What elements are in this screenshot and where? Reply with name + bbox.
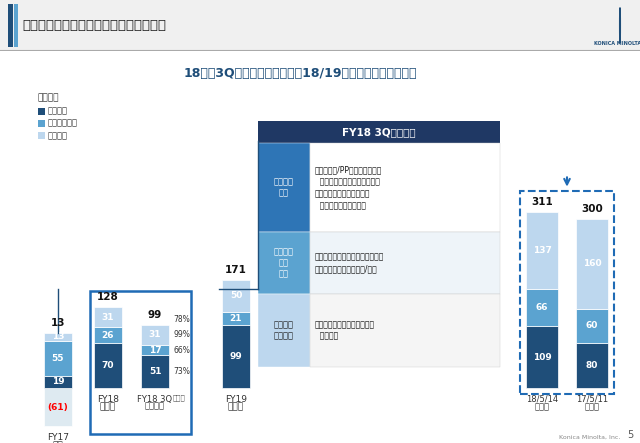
Text: 【億円】: 【億円】: [38, 93, 60, 103]
Bar: [141, 325, 169, 345]
Text: 99: 99: [230, 352, 243, 361]
Bar: [258, 121, 500, 144]
Bar: [44, 341, 72, 376]
Bar: [310, 144, 500, 232]
Text: 160: 160: [582, 259, 602, 268]
Bar: [38, 120, 45, 127]
Text: サービス
原価
低減: サービス 原価 低減: [274, 248, 294, 279]
Text: 進捗率: 進捗率: [173, 395, 186, 401]
Text: FY18 3Q: FY18 3Q: [138, 395, 173, 404]
Bar: [520, 190, 614, 394]
Text: 128: 128: [97, 292, 119, 302]
Bar: [222, 280, 250, 312]
Text: 311: 311: [531, 197, 553, 207]
Text: ・上期遅れ発生もキャッチアップ
・シフトレフト施策拡大/加速: ・上期遅れ発生もキャッチアップ ・シフトレフト施策拡大/加速: [315, 253, 385, 273]
Text: FY18: FY18: [97, 395, 119, 404]
Text: 管理間接
費用低減: 管理間接 費用低減: [274, 320, 294, 341]
Text: 公表値: 公表値: [584, 403, 600, 412]
Bar: [222, 312, 250, 325]
Text: 73%: 73%: [173, 367, 190, 376]
Text: KONICA MINOLTA: KONICA MINOLTA: [595, 41, 640, 46]
Bar: [44, 388, 72, 426]
Text: 31: 31: [102, 313, 115, 322]
Bar: [38, 132, 45, 140]
Text: FY19: FY19: [225, 395, 247, 404]
Text: 19: 19: [52, 377, 64, 386]
Bar: [141, 345, 169, 355]
Text: 製造原価
低減: 製造原価 低減: [274, 178, 294, 198]
Text: 60: 60: [586, 321, 598, 330]
Bar: [44, 333, 72, 341]
Text: (61): (61): [47, 403, 68, 412]
Text: 300: 300: [581, 204, 603, 214]
Text: 78%: 78%: [173, 315, 189, 324]
Text: 5: 5: [627, 430, 633, 440]
Bar: [94, 307, 122, 327]
Bar: [310, 294, 500, 367]
Text: 99%: 99%: [173, 330, 190, 339]
Bar: [44, 376, 72, 388]
Text: 製造原価: 製造原価: [48, 107, 68, 116]
Text: 13: 13: [52, 332, 64, 341]
Text: 109: 109: [532, 353, 552, 361]
Bar: [576, 219, 608, 309]
Text: 26: 26: [102, 330, 115, 340]
Bar: [258, 144, 310, 232]
Text: 137: 137: [532, 246, 552, 255]
Bar: [310, 232, 500, 294]
Text: 80: 80: [586, 361, 598, 370]
Text: 18年度3Qまでの進捗を踏まえ18/19年度見通しに変更無し: 18年度3Qまでの進捗を踏まえ18/19年度見通しに変更無し: [183, 66, 417, 80]
Text: 管理間接: 管理間接: [48, 131, 68, 140]
Bar: [526, 289, 558, 326]
Text: Konica Minolta, Inc.: Konica Minolta, Inc.: [559, 435, 621, 440]
Bar: [141, 355, 169, 388]
Text: 51: 51: [148, 367, 161, 376]
Text: サービス原価: サービス原価: [48, 119, 78, 128]
Bar: [222, 325, 250, 388]
Bar: [576, 343, 608, 388]
Text: FY18 3Q進捗状況: FY18 3Q進捗状況: [342, 128, 416, 137]
Bar: [576, 309, 608, 343]
Text: ・上期までに実施の構造改革
  効果出し: ・上期までに実施の構造改革 効果出し: [315, 320, 375, 341]
Bar: [526, 326, 558, 388]
Text: 66%: 66%: [173, 346, 190, 354]
Text: 見通し: 見通し: [534, 403, 550, 412]
Text: 50: 50: [230, 291, 242, 300]
Bar: [258, 232, 310, 294]
Text: ・オフィス/PP販売台数の大幅
  伸長もあり超過ベースで進捗
・機能材料生産性改善施策
  が想定以上の効果出し: ・オフィス/PP販売台数の大幅 伸長もあり超過ベースで進捗 ・機能材料生産性改善…: [315, 166, 382, 210]
Text: 実績: 実績: [52, 441, 63, 443]
Text: 55: 55: [52, 354, 64, 363]
Text: 累計実績: 累計実績: [145, 402, 165, 411]
Bar: [38, 108, 45, 115]
Text: 70: 70: [102, 361, 115, 370]
Text: 21: 21: [230, 314, 243, 323]
Bar: [526, 212, 558, 289]
Bar: [258, 294, 310, 367]
Text: 31: 31: [148, 330, 161, 339]
Text: 基盤事業の収益力強化〜コスト改善進捗: 基盤事業の収益力強化〜コスト改善進捗: [22, 19, 166, 32]
Text: 見通し: 見通し: [228, 403, 244, 412]
Text: 18/5/14: 18/5/14: [526, 395, 558, 404]
Text: 17/5/11: 17/5/11: [576, 395, 608, 404]
Text: 99: 99: [148, 310, 162, 320]
Bar: [94, 343, 122, 388]
Text: 見通し: 見通し: [100, 403, 116, 412]
Bar: [94, 327, 122, 343]
Bar: [14, 4, 18, 47]
Text: 171: 171: [225, 265, 247, 275]
Text: 17: 17: [148, 346, 161, 354]
Text: 66: 66: [536, 303, 548, 312]
Text: 13: 13: [51, 318, 65, 327]
Bar: [90, 291, 191, 435]
Bar: [8, 4, 13, 47]
Text: FY17: FY17: [47, 433, 69, 443]
